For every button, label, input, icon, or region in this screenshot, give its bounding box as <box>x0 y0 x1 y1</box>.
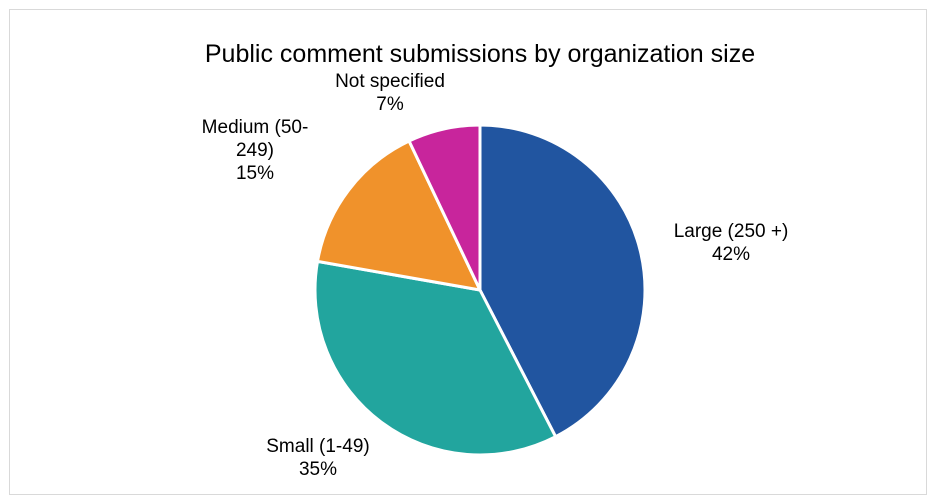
slice-name-label: Not specified <box>335 71 445 92</box>
slice-data-label: Small (1-49) 35% <box>266 436 369 480</box>
slice-data-label: Not specified 7% <box>335 71 445 115</box>
slice-name-label: Large (250 +) <box>674 221 789 242</box>
slice-name-label: Medium (50- <box>202 117 309 138</box>
slice-data-label: Medium (50-249) 15% <box>202 117 309 184</box>
slice-labels: Large (250 +) 42% Small (1-49) 35% Medium (5… <box>202 71 789 480</box>
pie-slice <box>313 259 558 457</box>
pie-slice <box>316 139 482 292</box>
slice-percent-label: 42% <box>712 244 750 265</box>
slice-percent-label: 15% <box>236 163 274 184</box>
slice-percent-label: 35% <box>299 459 337 480</box>
slice-percent-label: 7% <box>376 94 404 115</box>
slice-name-label: 249) <box>236 140 274 161</box>
pie-slice <box>407 123 482 292</box>
slice-data-label: Large (250 +) 42% <box>674 221 789 265</box>
pie-slice <box>478 123 647 439</box>
pie-slices <box>313 123 647 457</box>
slice-name-label: Small (1-49) <box>266 436 369 457</box>
chart-title: Public comment submissions by organizati… <box>205 40 755 68</box>
